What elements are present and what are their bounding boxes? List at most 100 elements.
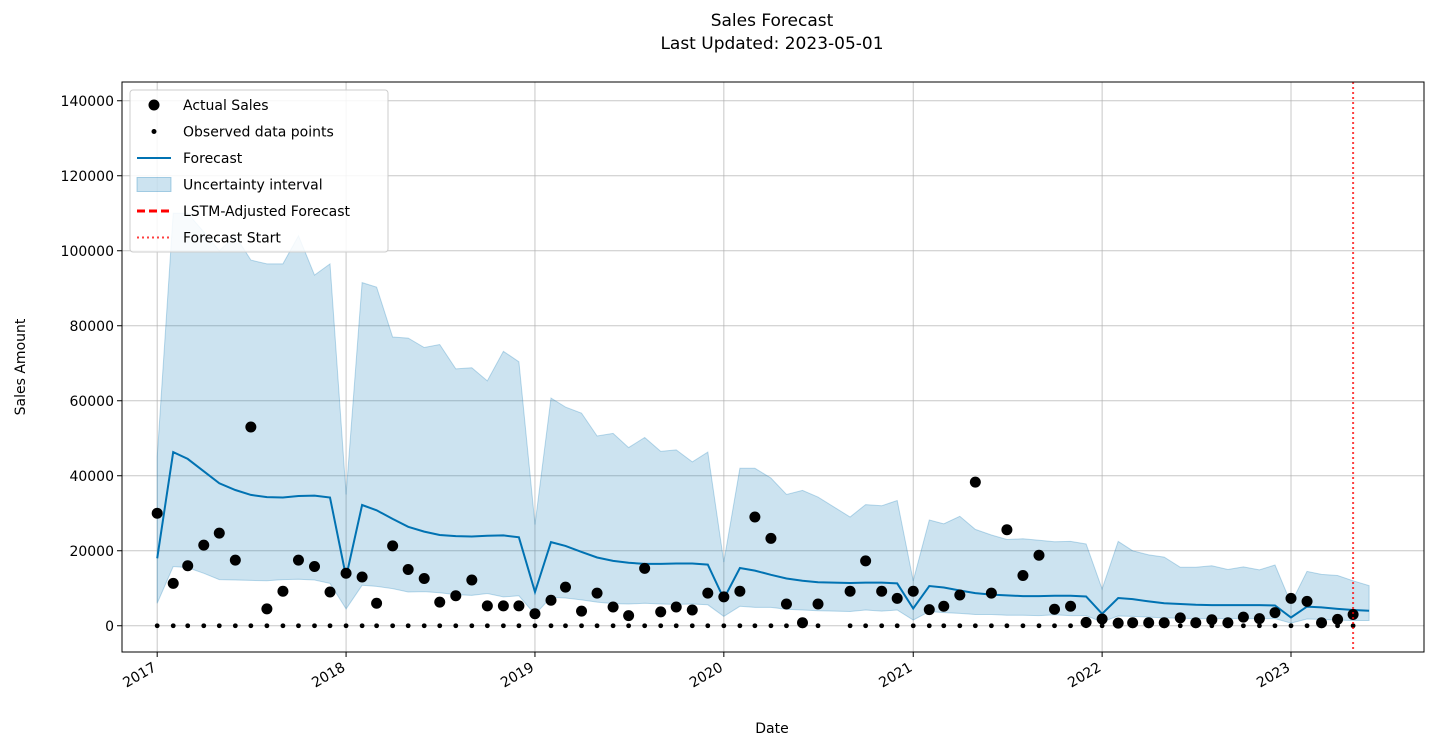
observed-point	[1304, 623, 1310, 629]
x-tick-label: 2019	[498, 660, 537, 692]
actual-sales-point	[591, 587, 603, 599]
observed-point	[863, 623, 869, 629]
actual-sales-group	[151, 421, 1359, 629]
observed-point	[705, 623, 711, 629]
observed-point	[1257, 623, 1262, 629]
actual-sales-point	[1332, 613, 1344, 625]
actual-sales-point	[213, 527, 225, 539]
observed-point	[988, 623, 994, 629]
observed-point	[594, 623, 600, 629]
observed-point	[910, 623, 916, 629]
observed-point	[469, 623, 475, 629]
uncertainty-band	[156, 212, 1370, 624]
forecast-line	[156, 450, 1370, 619]
legend-label: Forecast	[183, 151, 243, 167]
actual-sales-point	[1112, 617, 1124, 629]
observed-point	[421, 623, 427, 629]
x-tick-label: 2018	[309, 660, 348, 692]
observed-point	[784, 623, 789, 629]
actual-sales-point	[812, 598, 824, 610]
actual-sales-point	[261, 603, 273, 615]
actual-sales-point	[1143, 617, 1155, 629]
actual-sales-point	[1237, 611, 1249, 623]
actual-sales-point	[545, 594, 557, 606]
legend-label: Uncertainty interval	[183, 178, 323, 194]
observed-point	[1036, 623, 1042, 629]
observed-point	[658, 623, 664, 629]
observed-point	[1272, 623, 1278, 629]
observed-point	[1052, 623, 1057, 629]
actual-sales-point	[229, 554, 241, 566]
legend: Actual Sales Observed data points Forecast…	[129, 89, 389, 253]
observed-point	[957, 623, 963, 629]
actual-sales-point	[1174, 612, 1186, 624]
actual-sales-point	[1049, 603, 1061, 615]
actual-sales-point	[954, 589, 966, 601]
x-axis-label: Date	[755, 721, 788, 737]
actual-sales-point	[277, 585, 289, 597]
actual-sales-point	[387, 540, 399, 552]
observed-point	[1288, 623, 1294, 629]
actual-sales-point	[1033, 549, 1045, 561]
observed-point	[232, 623, 238, 629]
actual-sales-point	[765, 532, 777, 544]
observed-point	[185, 623, 191, 629]
y-axis-label: Sales Amount	[13, 318, 29, 415]
observed-point	[642, 623, 648, 629]
observed-point	[154, 623, 160, 629]
actual-sales-point	[450, 590, 462, 602]
observed-point	[484, 623, 490, 629]
observed-point	[579, 623, 584, 629]
legend-label: Actual Sales	[183, 98, 269, 114]
actual-sales-point	[292, 554, 304, 566]
actual-sales-point	[1127, 617, 1139, 629]
forecast-line-group	[156, 450, 1370, 619]
uncertainty-band-area	[156, 212, 1370, 624]
actual-sales-point	[167, 577, 179, 589]
observed-point	[737, 623, 743, 629]
observed-point	[216, 623, 222, 629]
legend-box	[129, 89, 389, 253]
actual-sales-point	[718, 591, 730, 603]
observed-point	[280, 623, 286, 629]
y-tick-label: 120000	[61, 169, 114, 185]
actual-sales-point	[1001, 524, 1013, 536]
actual-sales-point	[434, 596, 446, 608]
actual-sales-point	[1017, 570, 1029, 581]
actual-sales-point	[497, 600, 509, 612]
legend-marker-band	[136, 177, 172, 192]
legend-marker-observed	[151, 129, 157, 134]
actual-sales-point	[938, 600, 950, 612]
actual-sales-point	[340, 567, 352, 579]
actual-sales-point	[371, 597, 383, 609]
actual-sales-point	[969, 476, 981, 488]
observed-point	[296, 623, 301, 629]
actual-sales-point	[985, 587, 997, 599]
y-tick-label: 80000	[69, 319, 114, 335]
x-tick-label: 2023	[1254, 660, 1293, 692]
actual-sales-point	[860, 555, 872, 567]
actual-sales-point	[309, 561, 321, 572]
actual-sales-point	[749, 511, 761, 523]
observed-point	[1004, 623, 1010, 629]
observed-point	[847, 623, 853, 629]
actual-sales-point	[702, 587, 714, 599]
actual-sales-point	[418, 573, 430, 584]
actual-sales-point	[1158, 617, 1170, 629]
observed-point	[689, 623, 695, 629]
actual-sales-point	[481, 600, 493, 612]
observed-point	[248, 623, 254, 629]
observed-point	[312, 623, 317, 629]
x-axis: 2017 2018 2019 2020 2021 2022 2023	[120, 652, 1293, 691]
actual-sales-point	[780, 598, 792, 610]
y-tick-label: 100000	[61, 244, 114, 260]
actual-sales-point	[639, 562, 651, 574]
observed-point	[1068, 623, 1073, 629]
observed-point	[879, 623, 885, 629]
observed-point	[327, 623, 333, 629]
observed-point	[548, 623, 554, 629]
observed-point	[453, 623, 459, 629]
actual-sales-point	[1080, 616, 1092, 628]
chart-title: Sales Forecast	[711, 11, 834, 31]
